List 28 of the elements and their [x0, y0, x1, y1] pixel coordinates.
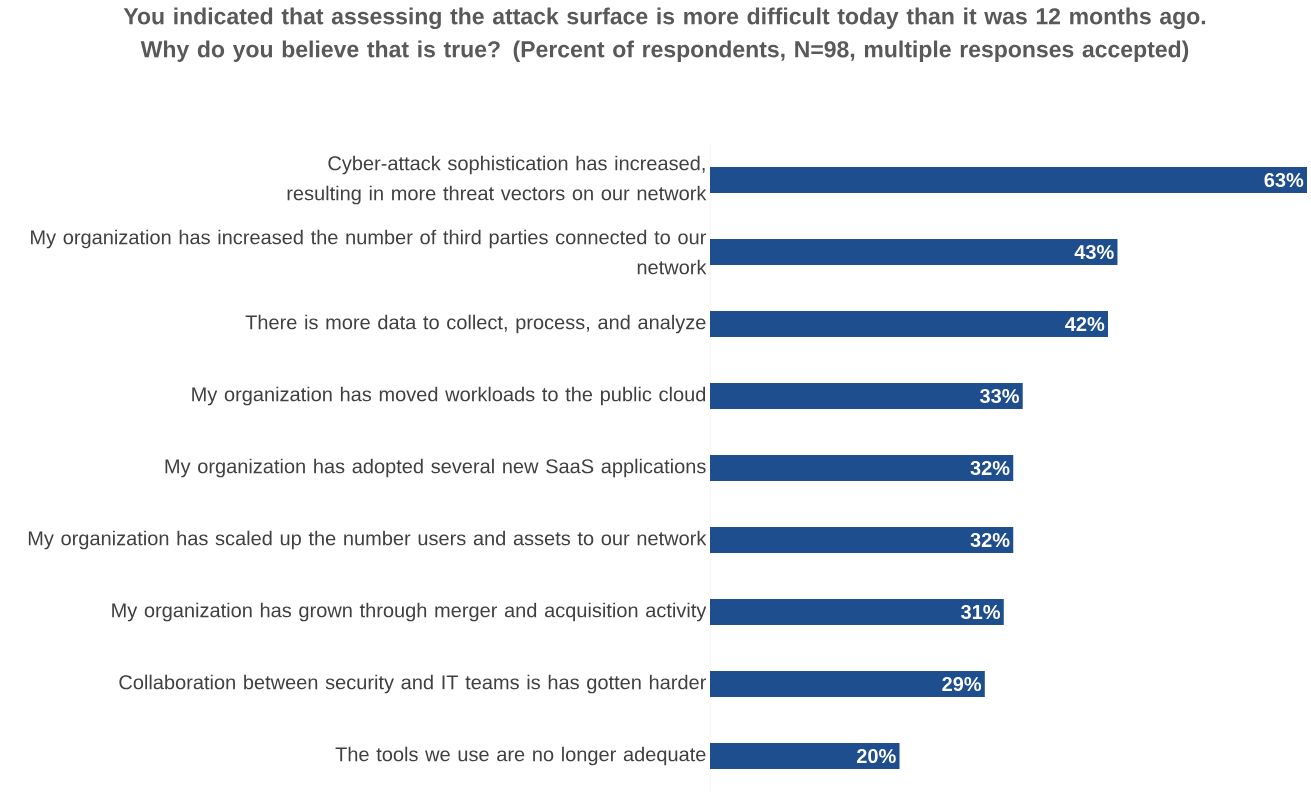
- bar: [710, 743, 900, 770]
- data-label: 32%: [970, 460, 1010, 476]
- data-label: 31%: [960, 604, 1001, 620]
- bar: [710, 239, 1118, 266]
- data-label: 42%: [1065, 316, 1105, 332]
- y-tick-label: The tools we use are no longer adequate: [335, 746, 706, 766]
- bar: [710, 455, 1014, 482]
- y-tick-label: My organization has scaled up the number users and assets to our network: [28, 530, 707, 550]
- bar: [710, 671, 985, 698]
- bar: [710, 599, 1004, 626]
- bar: [710, 311, 1108, 338]
- y-tick-label: My organization has grown through merger and acquisition activity: [112, 602, 707, 622]
- data-label: 32%: [970, 532, 1010, 548]
- y-tick-label: My organization has increased the number of third parties connected to our network: [31, 229, 707, 275]
- data-label: 20%: [856, 748, 896, 764]
- data-label: 43%: [1074, 244, 1114, 260]
- bar: [710, 383, 1023, 410]
- y-tick-label: Cyber-attack sophistication has increased, resulting in more threat vectors on our network: [287, 155, 707, 205]
- data-label: 63%: [1264, 172, 1304, 188]
- bar: [710, 527, 1014, 554]
- y-tick-label: My organization has adopted several new SaaS applications: [165, 458, 706, 478]
- data-label: 29%: [942, 676, 982, 692]
- y-tick-label: Collaboration between security and IT teams is has gotten harder: [119, 674, 707, 694]
- chart-title: You indicated that assessing the attack surface is more difficult today than it was 12 months ago. Why do you believe that is true? (Percent of respondents, N=98, multiple responses accepted): [123, 7, 1206, 62]
- bar: [710, 167, 1308, 194]
- y-tick-label: There is more data to collect, process, and analyze: [245, 314, 706, 334]
- y-tick-label: My organization has moved workloads to the public cloud: [192, 386, 706, 406]
- data-label: 33%: [979, 388, 1019, 404]
